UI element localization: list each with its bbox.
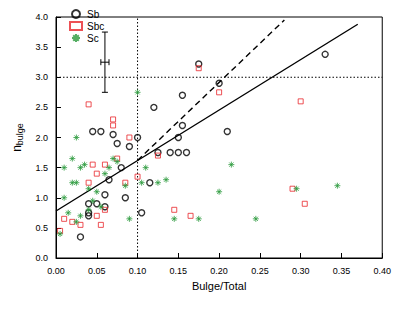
svg-text:Sc: Sc bbox=[87, 33, 99, 44]
svg-text:0.5: 0.5 bbox=[35, 223, 48, 233]
svg-text:1.0: 1.0 bbox=[35, 193, 48, 203]
svg-text:0.0: 0.0 bbox=[35, 253, 48, 263]
svg-text:3.5: 3.5 bbox=[35, 42, 48, 52]
svg-text:Bulge/Total: Bulge/Total bbox=[192, 280, 246, 292]
svg-text:3.0: 3.0 bbox=[35, 72, 48, 82]
svg-text:Sbc: Sbc bbox=[87, 21, 104, 32]
svg-text:1.5: 1.5 bbox=[35, 163, 48, 173]
svg-text:0.30: 0.30 bbox=[292, 266, 310, 276]
svg-text:0.10: 0.10 bbox=[129, 266, 147, 276]
svg-text:bulge: bulge bbox=[15, 123, 25, 145]
svg-text:0.35: 0.35 bbox=[333, 266, 351, 276]
svg-text:0.05: 0.05 bbox=[88, 266, 106, 276]
svg-text:0.15: 0.15 bbox=[170, 266, 188, 276]
svg-text:2.5: 2.5 bbox=[35, 102, 48, 112]
svg-text:n: n bbox=[10, 145, 25, 152]
svg-text:0.20: 0.20 bbox=[210, 266, 228, 276]
svg-text:Sb: Sb bbox=[87, 9, 100, 20]
svg-text:0.00: 0.00 bbox=[47, 266, 65, 276]
svg-text:2.0: 2.0 bbox=[35, 133, 48, 143]
svg-text:0.25: 0.25 bbox=[251, 266, 269, 276]
svg-text:4.0: 4.0 bbox=[35, 12, 48, 22]
svg-text:0.40: 0.40 bbox=[373, 266, 391, 276]
